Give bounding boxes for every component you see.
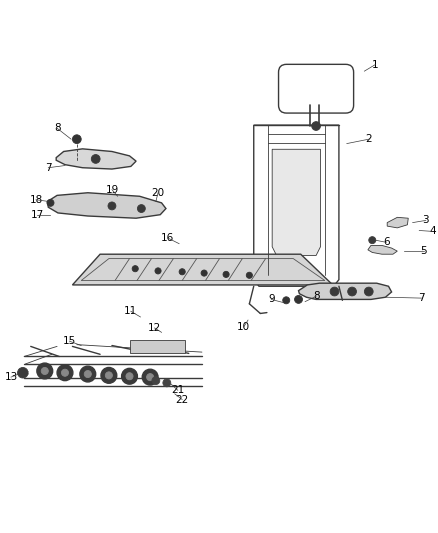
Text: 6: 6 bbox=[382, 237, 389, 247]
Circle shape bbox=[41, 367, 48, 375]
Circle shape bbox=[37, 363, 53, 379]
Circle shape bbox=[142, 369, 158, 385]
Text: 15: 15 bbox=[63, 336, 76, 346]
Text: 11: 11 bbox=[124, 306, 137, 316]
Circle shape bbox=[108, 202, 116, 210]
Text: 16: 16 bbox=[161, 233, 174, 243]
Circle shape bbox=[347, 287, 356, 296]
Circle shape bbox=[329, 287, 338, 296]
Text: 12: 12 bbox=[148, 323, 161, 333]
Text: 7: 7 bbox=[417, 293, 424, 303]
Text: 1: 1 bbox=[371, 60, 378, 70]
FancyBboxPatch shape bbox=[278, 64, 353, 113]
Text: 21: 21 bbox=[171, 385, 184, 395]
Polygon shape bbox=[253, 125, 338, 286]
Text: 2: 2 bbox=[364, 134, 371, 144]
Text: 8: 8 bbox=[53, 123, 60, 133]
Circle shape bbox=[61, 369, 68, 376]
Circle shape bbox=[105, 372, 112, 379]
Circle shape bbox=[246, 272, 252, 278]
Text: 13: 13 bbox=[4, 372, 18, 382]
Circle shape bbox=[364, 287, 372, 296]
Text: 4: 4 bbox=[428, 227, 435, 236]
Polygon shape bbox=[298, 283, 391, 300]
Polygon shape bbox=[386, 217, 407, 228]
Circle shape bbox=[72, 135, 81, 143]
Text: 19: 19 bbox=[105, 184, 118, 195]
Text: 17: 17 bbox=[31, 209, 44, 220]
FancyBboxPatch shape bbox=[130, 340, 184, 353]
Circle shape bbox=[201, 270, 207, 276]
Circle shape bbox=[84, 370, 91, 377]
Text: 10: 10 bbox=[237, 322, 250, 332]
Circle shape bbox=[162, 379, 170, 387]
Circle shape bbox=[57, 365, 73, 381]
Polygon shape bbox=[47, 193, 166, 218]
Text: 18: 18 bbox=[29, 195, 42, 205]
Circle shape bbox=[91, 155, 100, 163]
Circle shape bbox=[101, 367, 117, 383]
Circle shape bbox=[137, 205, 145, 213]
Circle shape bbox=[368, 237, 375, 244]
Circle shape bbox=[80, 366, 95, 382]
Text: 3: 3 bbox=[421, 215, 428, 225]
Text: 9: 9 bbox=[267, 294, 274, 304]
Circle shape bbox=[146, 374, 153, 381]
Polygon shape bbox=[272, 149, 320, 255]
Text: 8: 8 bbox=[312, 292, 319, 301]
Circle shape bbox=[47, 199, 54, 206]
Text: 5: 5 bbox=[419, 246, 426, 256]
Circle shape bbox=[311, 122, 320, 131]
Text: 7: 7 bbox=[45, 163, 52, 173]
Text: 22: 22 bbox=[175, 394, 188, 405]
Polygon shape bbox=[367, 245, 396, 254]
Circle shape bbox=[18, 367, 28, 378]
Circle shape bbox=[152, 377, 159, 385]
Text: 20: 20 bbox=[151, 188, 164, 198]
Circle shape bbox=[294, 295, 302, 303]
Circle shape bbox=[126, 373, 133, 380]
Circle shape bbox=[132, 265, 138, 272]
Circle shape bbox=[155, 268, 161, 274]
Circle shape bbox=[121, 368, 137, 384]
Circle shape bbox=[223, 271, 229, 278]
Polygon shape bbox=[56, 149, 136, 169]
Circle shape bbox=[282, 297, 289, 304]
Polygon shape bbox=[72, 254, 332, 285]
Circle shape bbox=[179, 269, 185, 275]
